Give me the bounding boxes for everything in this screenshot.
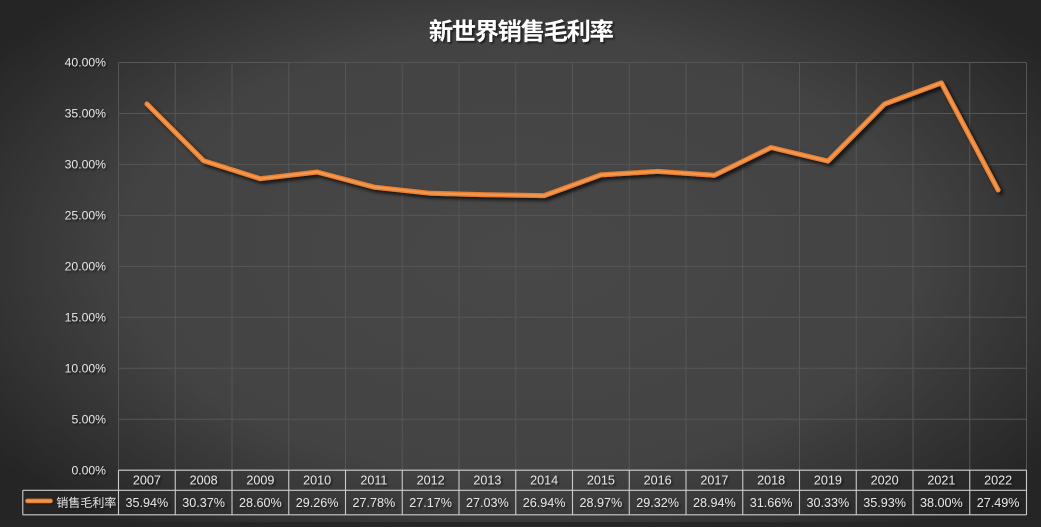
svg-text:29.26%: 29.26% bbox=[296, 496, 339, 510]
svg-text:28.60%: 28.60% bbox=[239, 496, 282, 510]
svg-text:2010: 2010 bbox=[303, 474, 331, 488]
svg-text:20.00%: 20.00% bbox=[65, 260, 106, 274]
svg-text:31.66%: 31.66% bbox=[750, 496, 793, 510]
svg-text:2020: 2020 bbox=[871, 474, 899, 488]
svg-text:35.94%: 35.94% bbox=[126, 496, 169, 510]
svg-text:30.37%: 30.37% bbox=[182, 496, 225, 510]
svg-text:15.00%: 15.00% bbox=[65, 311, 106, 325]
svg-text:2021: 2021 bbox=[927, 474, 955, 488]
svg-text:27.49%: 27.49% bbox=[977, 496, 1020, 510]
svg-text:35.00%: 35.00% bbox=[65, 107, 106, 121]
svg-text:2019: 2019 bbox=[814, 474, 842, 488]
svg-text:2014: 2014 bbox=[530, 474, 558, 488]
svg-text:27.78%: 27.78% bbox=[353, 496, 396, 510]
svg-text:2007: 2007 bbox=[133, 474, 161, 488]
svg-text:29.32%: 29.32% bbox=[636, 496, 679, 510]
svg-text:35.93%: 35.93% bbox=[863, 496, 906, 510]
svg-text:26.94%: 26.94% bbox=[523, 496, 566, 510]
svg-text:25.00%: 25.00% bbox=[65, 209, 106, 223]
svg-text:28.94%: 28.94% bbox=[693, 496, 736, 510]
svg-text:2015: 2015 bbox=[587, 474, 615, 488]
svg-text:2018: 2018 bbox=[757, 474, 785, 488]
svg-text:10.00%: 10.00% bbox=[65, 362, 106, 376]
svg-text:27.17%: 27.17% bbox=[409, 496, 452, 510]
svg-text:2008: 2008 bbox=[190, 474, 218, 488]
svg-text:27.03%: 27.03% bbox=[466, 496, 509, 510]
svg-text:2017: 2017 bbox=[700, 474, 728, 488]
svg-text:0.00%: 0.00% bbox=[71, 463, 106, 477]
svg-text:2013: 2013 bbox=[473, 474, 501, 488]
svg-text:40.00%: 40.00% bbox=[65, 56, 106, 70]
svg-text:5.00%: 5.00% bbox=[71, 412, 106, 426]
svg-text:2016: 2016 bbox=[644, 474, 672, 488]
svg-text:2011: 2011 bbox=[360, 474, 387, 488]
svg-text:38.00%: 38.00% bbox=[920, 496, 963, 510]
svg-text:2009: 2009 bbox=[246, 474, 274, 488]
svg-text:2022: 2022 bbox=[984, 474, 1012, 488]
svg-text:30.33%: 30.33% bbox=[807, 496, 850, 510]
svg-text:28.97%: 28.97% bbox=[580, 496, 623, 510]
svg-text:2012: 2012 bbox=[417, 474, 445, 488]
svg-text:30.00%: 30.00% bbox=[65, 158, 106, 172]
